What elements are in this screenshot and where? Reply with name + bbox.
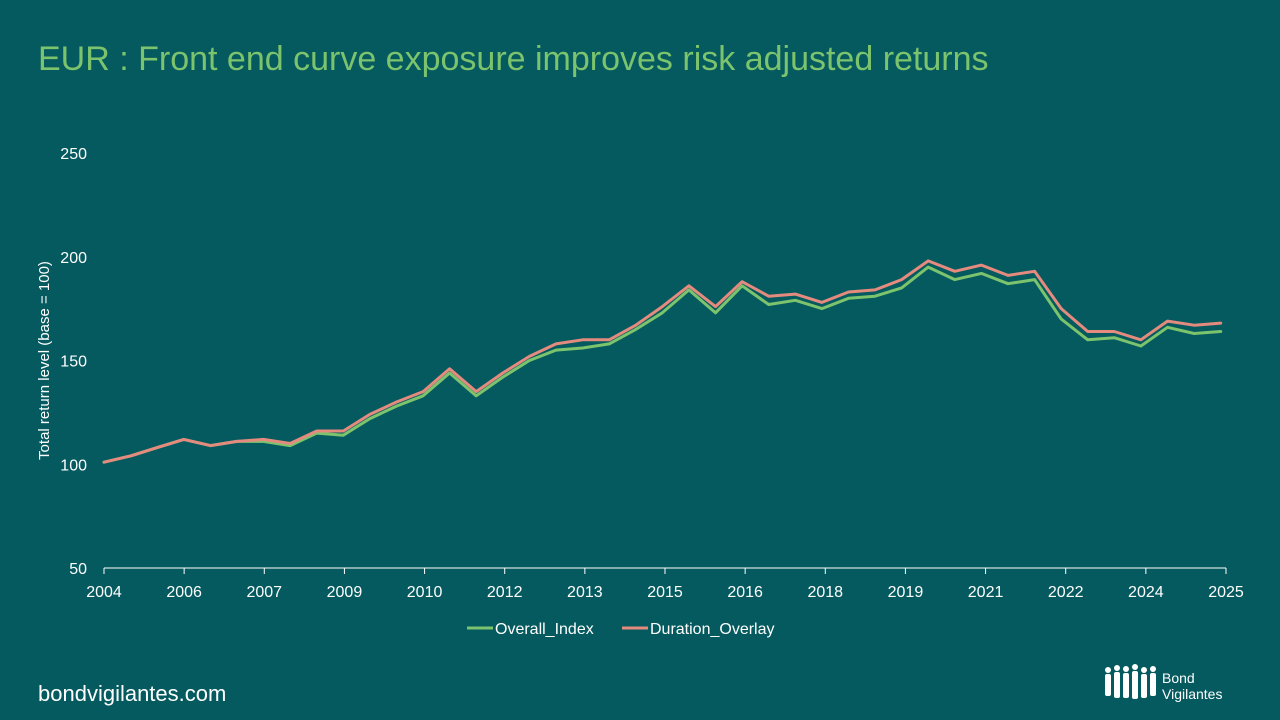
x-tick-label: 2015 <box>647 584 683 601</box>
legend-label-duration-overlay: Duration_Overlay <box>650 621 775 638</box>
x-tick-label: 2024 <box>1128 584 1164 601</box>
y-tick-label: 150 <box>60 354 87 371</box>
x-tick-label: 2009 <box>327 584 363 601</box>
footer-website-link[interactable]: bondvigilantes.com <box>38 681 227 706</box>
y-axis-label: Total return level (base = 100) <box>36 261 53 460</box>
logo-text-line1: Bond <box>1162 670 1195 686</box>
x-tick-label: 2021 <box>968 584 1004 601</box>
legend-label-overall-index: Overall_Index <box>495 621 594 638</box>
series-line-duration-overlay <box>102 259 1223 464</box>
chart-title: EUR : Front end curve exposure improves … <box>38 40 989 78</box>
x-tick-label: 2010 <box>407 584 443 601</box>
people-group-icon <box>1105 664 1156 699</box>
x-tick-label: 2018 <box>807 584 843 601</box>
x-tick-label: 2004 <box>86 584 122 601</box>
plot-area <box>102 259 1223 464</box>
x-tick-label: 2016 <box>727 584 763 601</box>
x-tick-label: 2025 <box>1208 584 1244 601</box>
legend: Overall_Index Duration_Overlay <box>467 621 775 638</box>
x-tick-label: 2019 <box>888 584 924 601</box>
series-line-overall-index <box>102 265 1223 464</box>
y-tick-label: 250 <box>60 146 87 163</box>
x-tick-label: 2022 <box>1048 584 1084 601</box>
logo-text-line2: Vigilantes <box>1162 686 1223 702</box>
x-tick-label: 2007 <box>246 584 282 601</box>
y-tick-label: 50 <box>69 561 87 578</box>
y-tick-label: 100 <box>60 457 87 474</box>
x-tick-label: 2006 <box>166 584 202 601</box>
x-tick-label: 2012 <box>487 584 523 601</box>
y-tick-label: 200 <box>60 250 87 267</box>
bond-vigilantes-logo: Bond Vigilantes <box>1100 662 1250 710</box>
x-tick-label: 2013 <box>567 584 603 601</box>
chart-axes: 50 100 150 200 250 Total return level (base =… <box>36 146 1244 601</box>
